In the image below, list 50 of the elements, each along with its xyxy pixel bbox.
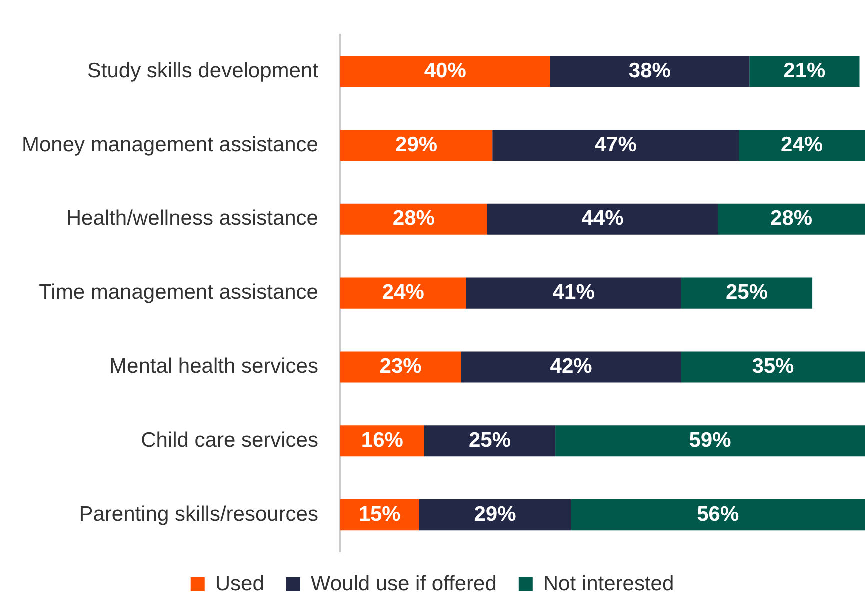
legend-label: Used [215,572,264,596]
bar [340,56,550,88]
bar [556,426,865,457]
bar [424,426,556,457]
bar [466,278,682,309]
bar [681,278,813,309]
bar [681,352,865,383]
bar [340,204,488,235]
bar [419,500,572,531]
data-label: 15% [358,502,402,526]
data-label: 29% [474,502,517,526]
data-label: 24% [382,281,425,304]
data-label: 38% [628,59,672,82]
bar [739,130,865,161]
data-label: 23% [380,355,422,378]
data-label: 24% [781,133,824,156]
bar [340,352,462,383]
data-label: 28% [392,207,436,230]
data-label: 47% [594,133,638,156]
y-tick-label: Child care services [141,428,318,452]
data-label: 21% [784,59,826,82]
data-label: 56% [697,502,740,526]
bar [461,352,682,383]
bar [487,204,718,235]
data-label: 16% [361,428,404,452]
data-label: 28% [770,207,813,230]
data-label: 25% [726,281,768,304]
y-tick-label: Money management assistance [22,133,318,156]
y-tick-label: Time management assistance [39,281,318,304]
legend-label: Would use if offered [310,572,497,596]
bar [340,278,466,309]
data-label: 35% [752,355,795,378]
data-label: 29% [396,133,438,156]
data-label: 40% [424,59,467,82]
data-label: 44% [582,207,624,230]
data-label: 42% [550,355,593,378]
y-tick-label: Parenting skills/resources [79,502,318,526]
legend-label: Not interested [543,572,674,596]
bar [550,56,750,88]
bar [340,130,493,161]
bar [718,204,865,235]
data-label: 25% [468,428,512,452]
y-tick-label: Study skills development [87,59,319,82]
bar [750,56,860,88]
y-tick-label: Mental health services [110,355,318,378]
bar [492,130,740,161]
y-tick-label: Health/wellness assistance [66,207,318,230]
data-label: 59% [689,428,732,452]
data-label: 41% [552,281,596,304]
bar [571,500,865,531]
